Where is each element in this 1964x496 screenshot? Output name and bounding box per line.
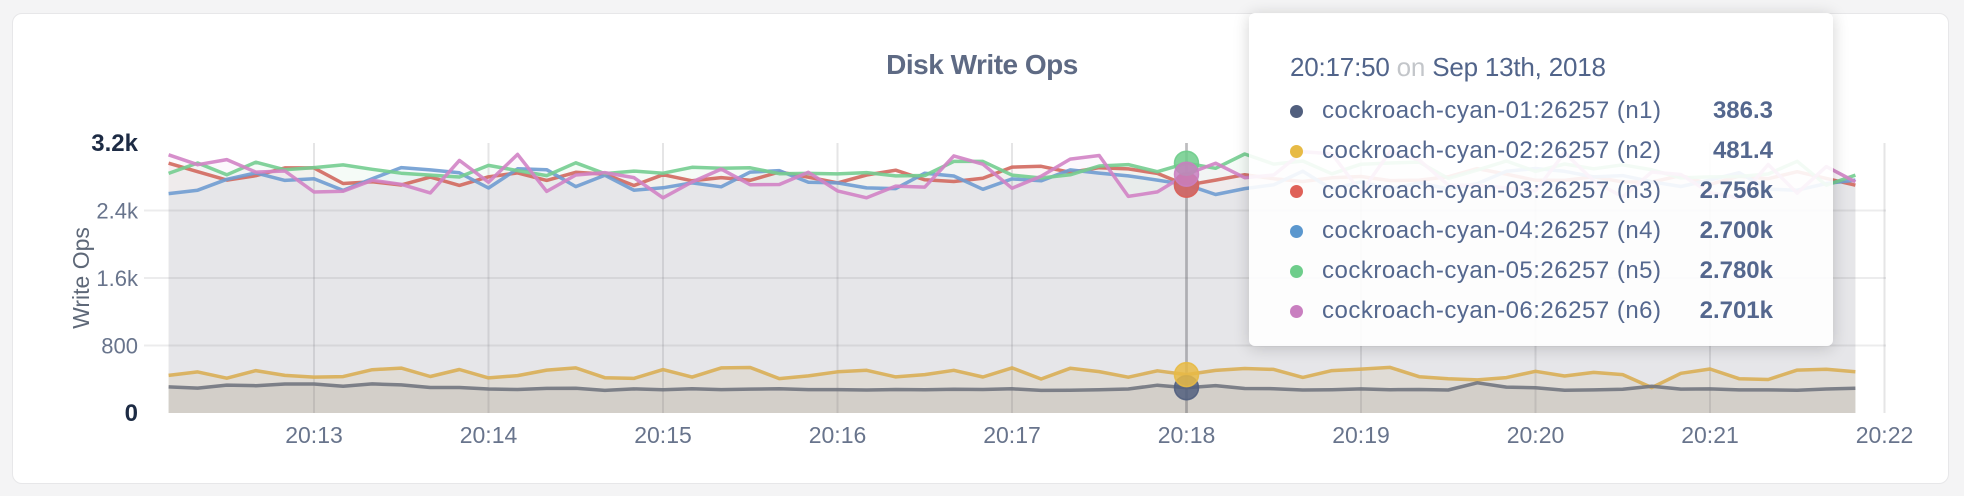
svg-text:20:15: 20:15 — [634, 422, 692, 448]
svg-text:3.2k: 3.2k — [91, 130, 138, 157]
svg-text:20:14: 20:14 — [460, 422, 518, 448]
svg-text:2.4k: 2.4k — [96, 199, 139, 224]
svg-text:20:22: 20:22 — [1856, 422, 1914, 448]
svg-text:20:19: 20:19 — [1332, 422, 1390, 448]
svg-text:800: 800 — [101, 334, 138, 359]
svg-text:20:17: 20:17 — [983, 422, 1041, 448]
svg-text:0: 0 — [125, 400, 138, 427]
svg-text:1.6k: 1.6k — [96, 266, 139, 291]
svg-text:Write Ops: Write Ops — [68, 227, 94, 329]
svg-text:20:20: 20:20 — [1507, 422, 1565, 448]
svg-text:20:21: 20:21 — [1681, 422, 1739, 448]
svg-text:20:13: 20:13 — [285, 422, 343, 448]
svg-text:20:16: 20:16 — [809, 422, 867, 448]
svg-text:20:18: 20:18 — [1158, 422, 1216, 448]
svg-text:Disk Write Ops: Disk Write Ops — [886, 49, 1078, 80]
